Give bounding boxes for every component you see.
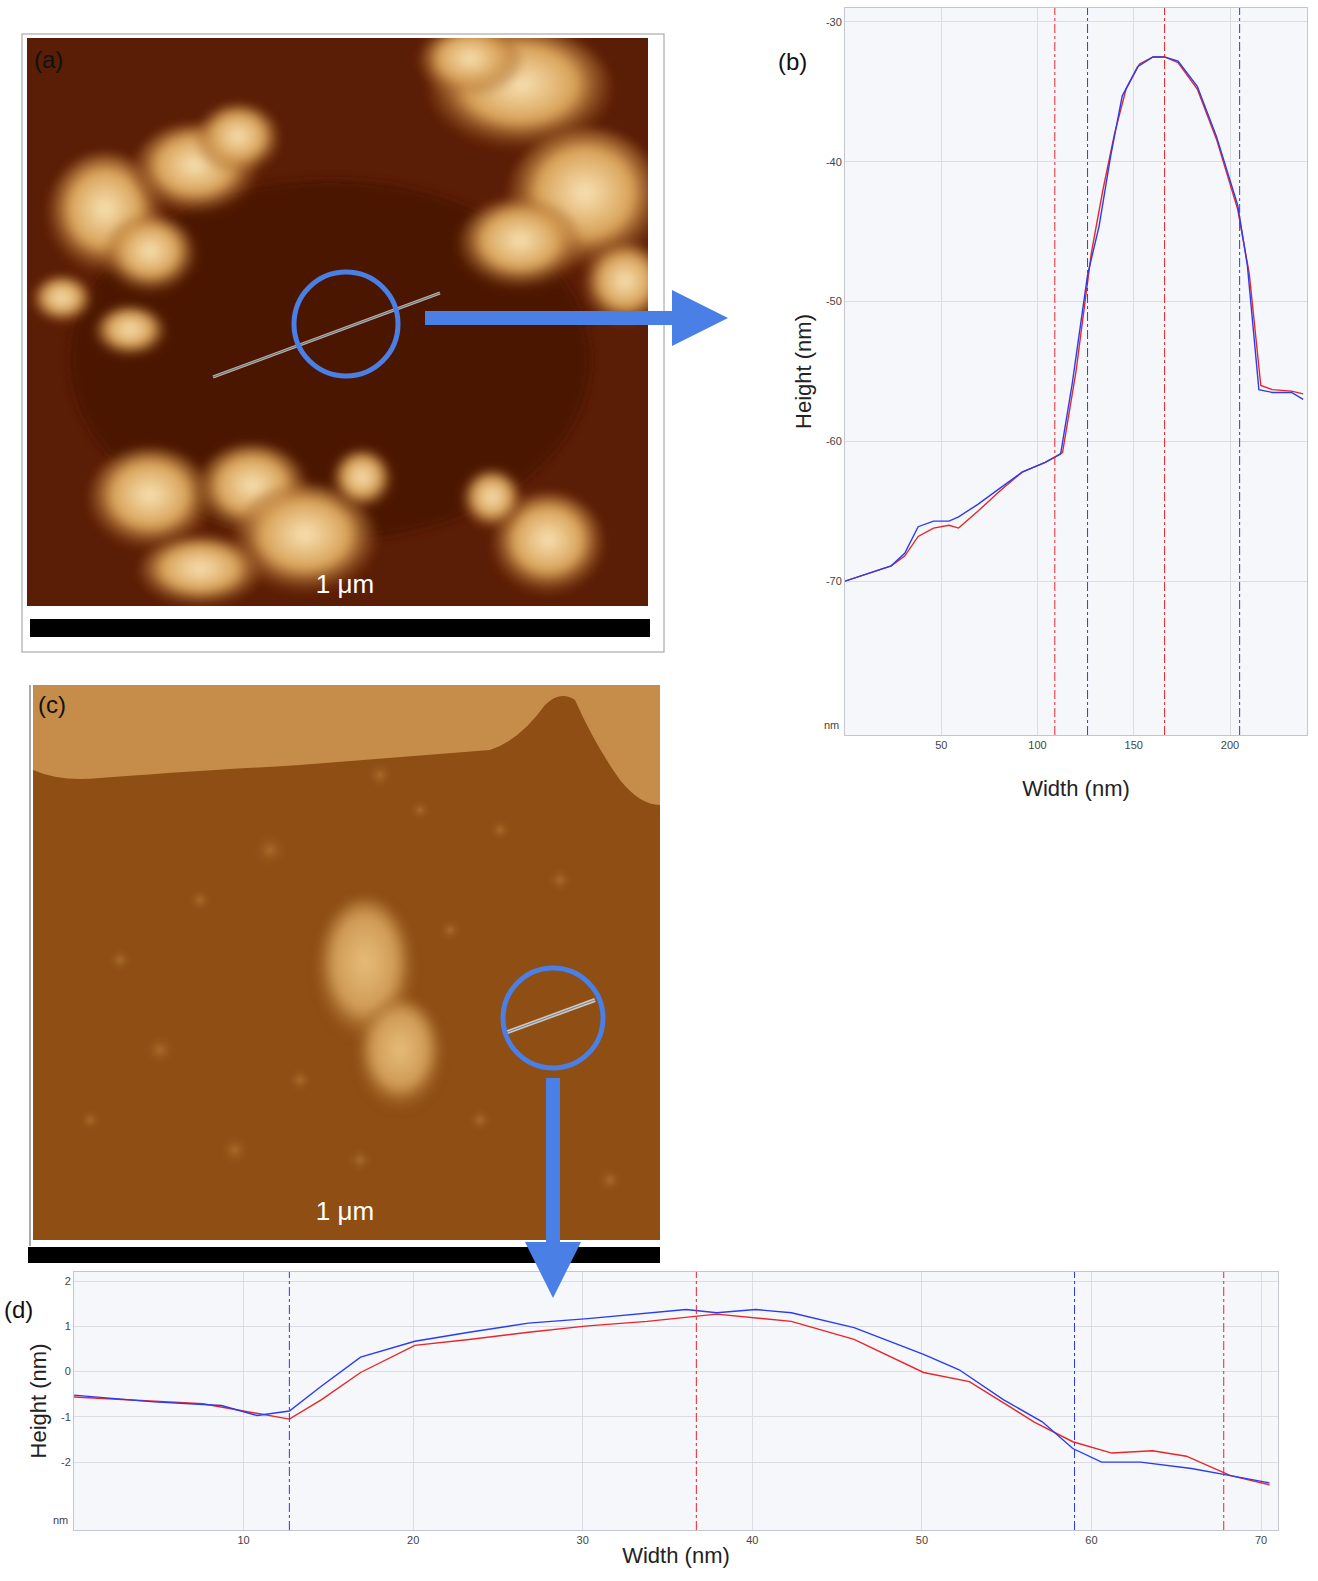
svg-text:Height (nm): Height (nm) bbox=[26, 1344, 51, 1459]
svg-text:40: 40 bbox=[746, 1534, 758, 1546]
svg-text:50: 50 bbox=[916, 1534, 928, 1546]
svg-text:(a): (a) bbox=[34, 46, 63, 73]
svg-text:200: 200 bbox=[1221, 739, 1239, 751]
html-text:(b): (b) bbox=[778, 48, 808, 75]
svg-text:70: 70 bbox=[1255, 1534, 1267, 1546]
svg-text:150: 150 bbox=[1125, 739, 1143, 751]
svg-text:1: 1 bbox=[65, 1320, 71, 1332]
svg-text:(c): (c) bbox=[38, 691, 66, 718]
html-text:(d): (d) bbox=[4, 1296, 34, 1323]
svg-text:nm: nm bbox=[53, 1514, 68, 1526]
svg-text:20: 20 bbox=[407, 1534, 419, 1546]
svg-text:-2: -2 bbox=[61, 1456, 71, 1468]
svg-text:100: 100 bbox=[1028, 739, 1046, 751]
svg-text:Height (nm): Height (nm) bbox=[791, 314, 816, 429]
svg-text:Width (nm): Width (nm) bbox=[622, 1543, 730, 1568]
svg-text:-60: -60 bbox=[826, 435, 842, 447]
svg-text:50: 50 bbox=[935, 739, 947, 751]
svg-text:60: 60 bbox=[1085, 1534, 1097, 1546]
svg-text:-1: -1 bbox=[61, 1411, 71, 1423]
svg-text:-50: -50 bbox=[826, 295, 842, 307]
svg-text:30: 30 bbox=[577, 1534, 589, 1546]
svg-text:-70: -70 bbox=[826, 575, 842, 587]
svg-text:1 μm: 1 μm bbox=[316, 569, 374, 599]
svg-text:1 μm: 1 μm bbox=[316, 1196, 374, 1226]
svg-text:10: 10 bbox=[237, 1534, 249, 1546]
svg-text:2: 2 bbox=[65, 1275, 71, 1287]
svg-text:-40: -40 bbox=[826, 156, 842, 168]
svg-text:-30: -30 bbox=[826, 16, 842, 28]
svg-text:0: 0 bbox=[65, 1365, 71, 1377]
svg-text:Width (nm): Width (nm) bbox=[1022, 776, 1130, 801]
svg-text:nm: nm bbox=[824, 719, 839, 731]
